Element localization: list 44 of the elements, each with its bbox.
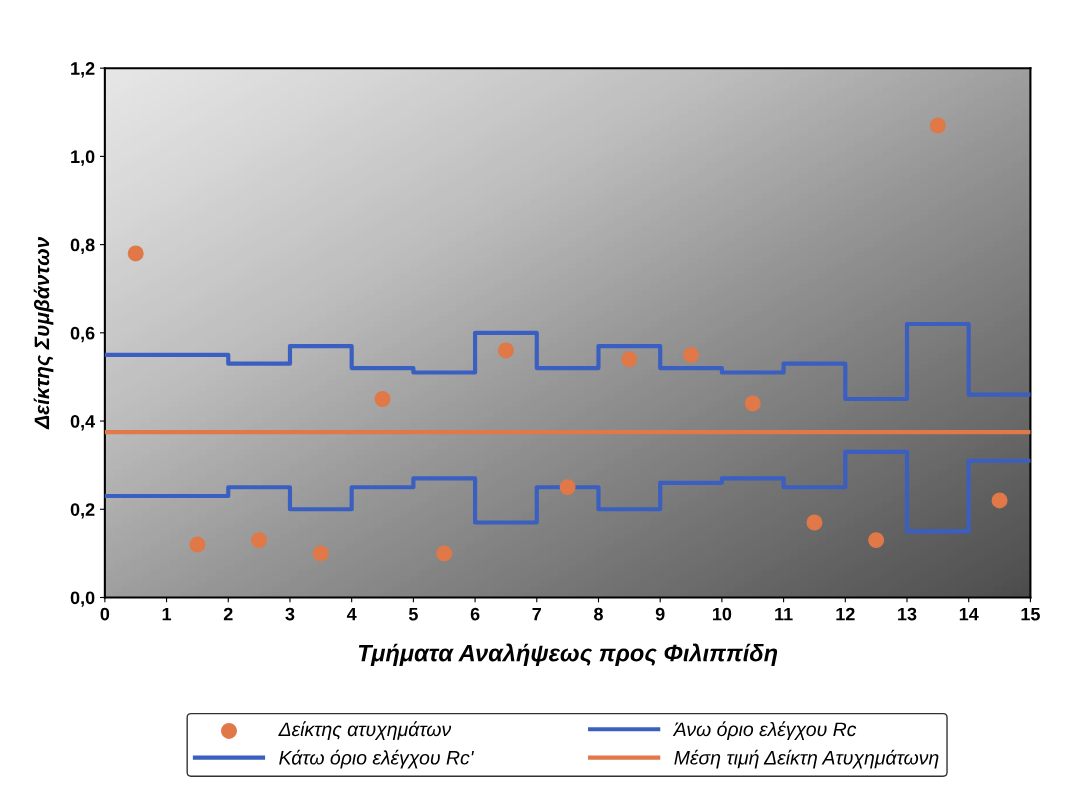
- point: [621, 351, 638, 368]
- x-tick-label: 4: [346, 607, 357, 621]
- x-tick-label: 1: [162, 607, 172, 621]
- y-axis-title: Δείκτης Συμβάντων: [33, 237, 54, 430]
- point: [497, 342, 514, 359]
- x-axis-title: Τμήματα Αναλήψεως προς Φιλιππίδη: [358, 643, 778, 667]
- x-tick-label: 9: [655, 607, 665, 621]
- x-tick-label: 7: [532, 607, 542, 621]
- legend-label: Άνω όριο ελέγχου Rc: [672, 721, 857, 741]
- x-tick-label: 2: [223, 607, 233, 621]
- point: [559, 479, 576, 496]
- point: [929, 117, 946, 134]
- x-tick-label: 15: [1021, 607, 1040, 621]
- point: [868, 532, 885, 549]
- point: [436, 545, 453, 562]
- y-tick-label: 1,2: [71, 62, 95, 78]
- legend-label: Μέση τιμή Δείκτη Ατυχημάτωνη: [674, 749, 939, 769]
- point: [312, 545, 329, 562]
- x-tick-label: 10: [712, 607, 732, 621]
- x-tick-label: 8: [594, 607, 603, 621]
- x-tick-label: 14: [959, 607, 979, 621]
- x-tick-label: 12: [836, 607, 855, 621]
- y-tick-label: 0,4: [70, 414, 96, 431]
- y-tick-label: 1,0: [71, 150, 95, 166]
- point: [374, 391, 391, 407]
- legend-label: Κάτω όριο ελέγχου Rc': [279, 749, 475, 769]
- point: [189, 536, 206, 553]
- point: [251, 532, 268, 549]
- x-tick-label: 13: [898, 607, 917, 621]
- x-tick-label: 5: [408, 607, 418, 621]
- point: [127, 245, 144, 262]
- point: [806, 514, 823, 531]
- point: [744, 395, 761, 412]
- x-tick-label: 0: [100, 607, 110, 621]
- legend-label: Δείκτης ατυχημάτων: [278, 721, 452, 741]
- x-tick-label: 6: [470, 607, 480, 621]
- x-tick-label: 3: [285, 607, 295, 621]
- y-tick-label: 0,2: [70, 503, 95, 519]
- y-tick-label: 0,0: [70, 591, 95, 607]
- point: [991, 492, 1008, 509]
- y-tick-label: 0,8: [70, 238, 95, 254]
- point: [683, 346, 700, 363]
- y-tick-label: 0,6: [70, 326, 95, 343]
- x-tick-label: 11: [775, 607, 793, 621]
